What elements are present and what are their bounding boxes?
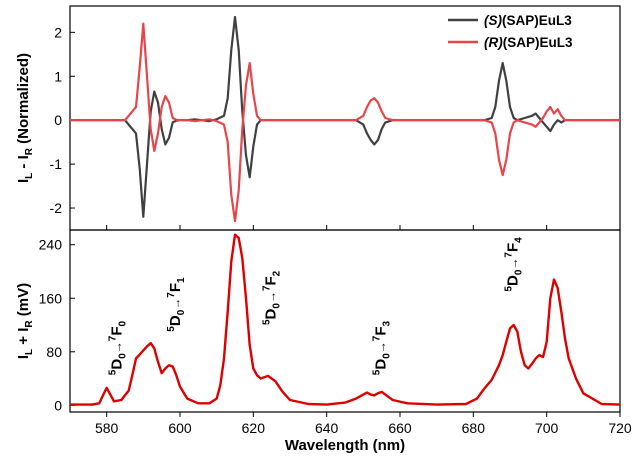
top-panel: 2 1 0 -1 -2 IL - IR (Normalized) (S)(SAP)EuL… (15, 5, 621, 231)
transition-label-4: 5D0→7F4 (503, 237, 524, 292)
bottom-x-tick-label: 700 (535, 420, 559, 436)
transition-label-1: 5D0→7F1 (166, 277, 187, 332)
top-y-axis-label: IL - IR (Normalized) (15, 53, 35, 183)
bottom-y-tick-label: 160 (39, 290, 63, 306)
bottom-x-tick-label: 620 (242, 420, 266, 436)
bottom-y-axis-label: IL + IR (mV) (15, 283, 35, 359)
bottom-x-tick-label: 660 (388, 420, 412, 436)
bottom-x-tick-label: 720 (608, 420, 632, 436)
top-series-group (70, 15, 620, 223)
bottom-x-tick-label: 600 (168, 420, 192, 436)
bottom-x-axis-ticks: 580 600 620 640 660 680 700 720 (95, 412, 632, 436)
transition-label-2: 5D0→7F2 (261, 270, 282, 325)
bottom-x-tick-label: 680 (462, 420, 486, 436)
bottom-x-tick-label: 580 (95, 420, 119, 436)
top-x-axis-ticks (106, 225, 621, 230)
bottom-panel-frame (69, 229, 621, 413)
legend-label-r: (R)(SAP)EuL3 (484, 35, 573, 50)
top-series-line-1 (70, 22, 620, 223)
bottom-x-tick-label: 640 (315, 420, 339, 436)
top-y-tick-label: 0 (54, 112, 62, 128)
x-axis-label: Wavelength (nm) (285, 437, 405, 454)
bottom-series-line-0 (70, 233, 621, 406)
legend-label-s: (S)(SAP)EuL3 (484, 13, 572, 28)
top-y-tick-label: 1 (54, 68, 62, 84)
bottom-series-group (70, 233, 621, 406)
transition-label-3: 5D0→7F3 (371, 320, 392, 375)
top-y-tick-label: -1 (50, 156, 63, 172)
bottom-y-tick-label: 0 (54, 397, 62, 413)
top-y-tick-label: 2 (54, 24, 62, 40)
bottom-y-tick-label: 80 (46, 344, 62, 360)
transition-label-0: 5D0→7F0 (107, 320, 128, 375)
bottom-y-tick-label: 240 (39, 237, 63, 253)
transition-annotations: 5D0→7F0 5D0→7F1 5D0→7F2 5D0→7F3 5D0→7F4 (107, 237, 524, 375)
top-y-axis-ticks: 2 1 0 -1 -2 (50, 24, 75, 216)
bottom-panel: 0 80 160 240 580 600 620 640 660 680 700 720 5D0→7… (15, 229, 632, 454)
chart-legend: (S)(SAP)EuL3 (R)(SAP)EuL3 (448, 13, 573, 50)
top-y-tick-label: -2 (50, 200, 63, 216)
